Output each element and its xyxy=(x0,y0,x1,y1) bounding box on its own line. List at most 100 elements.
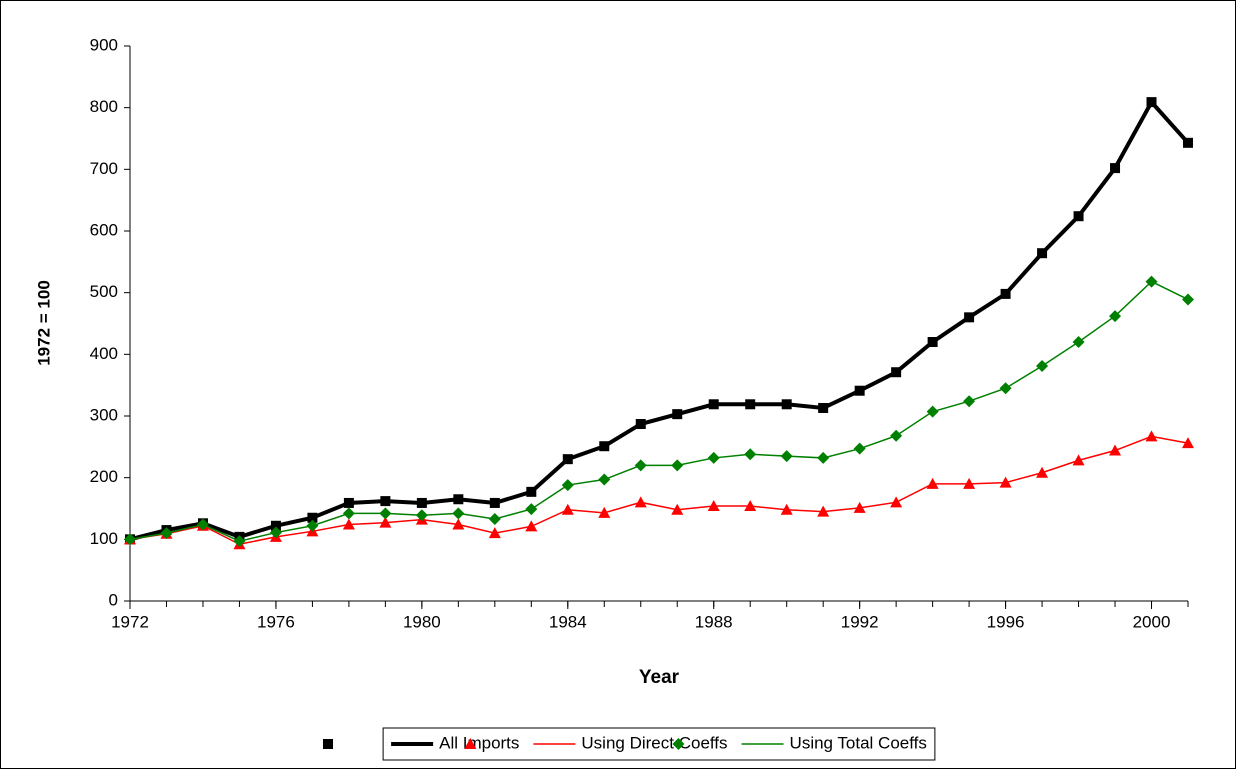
x-tick-label: 1992 xyxy=(841,612,879,631)
data-point xyxy=(817,451,830,464)
data-point xyxy=(707,451,720,464)
data-point xyxy=(453,494,464,505)
data-point xyxy=(1036,360,1049,373)
data-point xyxy=(854,385,865,396)
data-point xyxy=(963,395,976,408)
y-tick-label: 500 xyxy=(90,282,118,301)
data-point xyxy=(1037,248,1048,259)
data-point xyxy=(452,518,465,530)
data-point xyxy=(1182,293,1194,306)
data-point xyxy=(891,367,902,378)
data-point xyxy=(635,419,646,430)
y-tick-label: 700 xyxy=(90,159,118,178)
data-point xyxy=(853,442,866,455)
data-point xyxy=(672,409,683,420)
data-point xyxy=(525,520,538,532)
data-point xyxy=(634,496,647,508)
data-point xyxy=(1072,454,1085,466)
data-point xyxy=(526,486,537,497)
data-point xyxy=(233,535,246,548)
legend-label: All Imports xyxy=(439,733,519,752)
data-point xyxy=(562,454,573,465)
y-tick-label: 200 xyxy=(90,467,118,486)
data-point xyxy=(124,533,136,546)
data-point xyxy=(342,507,355,520)
data-point xyxy=(415,509,428,522)
legend-box xyxy=(382,727,936,761)
data-point xyxy=(963,477,976,489)
data-point xyxy=(343,497,354,508)
data-point xyxy=(380,496,391,507)
legend: All Imports Using Direct Coeffs Using Tota… xyxy=(382,727,936,761)
x-axis-label: Year xyxy=(639,667,680,688)
data-point xyxy=(561,479,574,492)
data-point xyxy=(890,429,903,442)
series-line xyxy=(129,435,1189,546)
y-tick-label: 400 xyxy=(90,344,118,363)
data-point xyxy=(671,503,684,515)
data-point xyxy=(379,516,392,528)
y-tick-label: 0 xyxy=(109,590,118,609)
data-point xyxy=(379,507,392,520)
data-point xyxy=(1183,137,1193,148)
data-point xyxy=(561,503,574,515)
data-point xyxy=(1182,437,1194,449)
data-point xyxy=(488,512,501,525)
data-point xyxy=(525,503,538,516)
data-point xyxy=(1145,275,1158,288)
data-point xyxy=(964,312,975,323)
data-point xyxy=(598,506,611,518)
y-tick-label: 300 xyxy=(90,405,118,424)
data-point xyxy=(707,500,720,512)
legend-marker xyxy=(323,739,333,749)
data-point xyxy=(1000,288,1011,299)
data-point xyxy=(416,497,427,508)
data-point xyxy=(817,505,830,517)
x-tick-label: 1984 xyxy=(549,612,587,631)
x-tick-label: 2000 xyxy=(1133,612,1171,631)
data-point xyxy=(890,496,903,508)
data-point xyxy=(744,448,757,461)
data-point xyxy=(999,476,1012,488)
data-point xyxy=(1109,444,1122,456)
data-point xyxy=(307,512,318,523)
data-point xyxy=(1145,430,1158,442)
legend-marker xyxy=(464,738,477,749)
data-point xyxy=(926,405,939,418)
data-point xyxy=(818,402,829,413)
y-tick-label: 600 xyxy=(90,220,118,239)
data-point xyxy=(853,501,866,513)
data-point xyxy=(745,399,756,410)
data-point xyxy=(780,450,793,463)
series-line xyxy=(129,98,1190,542)
y-tick-label: 900 xyxy=(90,35,118,54)
y-axis-label: 1972 = 100 xyxy=(34,280,53,366)
data-point xyxy=(452,507,465,520)
x-tick-label: 1976 xyxy=(257,612,295,631)
data-point xyxy=(269,526,282,539)
x-tick-label: 1980 xyxy=(403,612,441,631)
data-point xyxy=(342,518,355,530)
data-point xyxy=(1110,163,1121,174)
x-tick-label: 1972 xyxy=(111,612,149,631)
data-point xyxy=(708,399,719,410)
x-tick-label: 1996 xyxy=(987,612,1025,631)
data-point xyxy=(999,382,1012,395)
data-point xyxy=(926,477,939,489)
data-point xyxy=(634,459,647,472)
data-point xyxy=(599,441,610,452)
data-point xyxy=(1072,336,1085,348)
data-point xyxy=(780,503,793,515)
data-point xyxy=(1073,211,1084,222)
data-point xyxy=(160,527,173,540)
series-line xyxy=(129,280,1189,542)
data-point xyxy=(1109,310,1122,323)
legend-marker xyxy=(672,738,685,750)
data-point xyxy=(927,337,938,347)
data-point xyxy=(671,459,684,472)
legend-label: Using Total Coeffs xyxy=(790,733,927,752)
data-point xyxy=(489,497,500,508)
y-tick-label: 100 xyxy=(90,529,118,548)
